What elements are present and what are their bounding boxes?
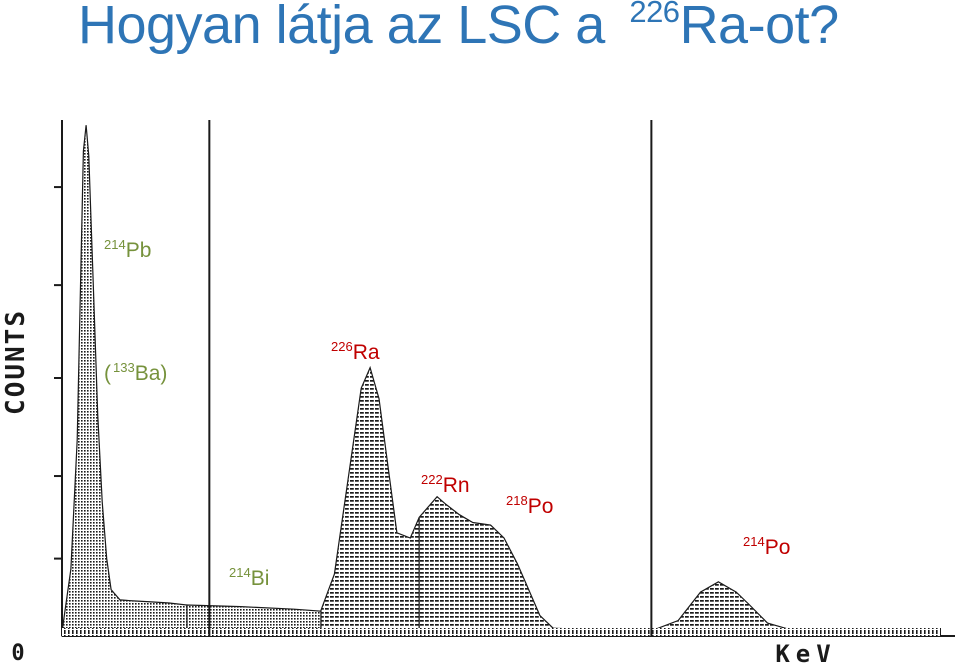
series-area-2 xyxy=(320,365,420,637)
title-main: Hogyan látja az LSC a xyxy=(78,0,620,55)
baseline-noise xyxy=(62,628,940,636)
series-area-3 xyxy=(418,495,554,637)
series-area-0 xyxy=(61,125,188,637)
title-superscript: 226 xyxy=(629,0,680,29)
label-bi214: 214Bi xyxy=(229,565,269,590)
label-ba133: (133Ba) xyxy=(104,360,167,385)
slide-title: Hogyan látja az LSC a 226Ra-ot? xyxy=(78,0,839,56)
y-origin-label: 0 xyxy=(11,641,24,665)
label-pb214: 214Pb xyxy=(104,237,151,262)
label-ra226: 226Ra xyxy=(331,339,380,364)
y-axis-title: COUNTS xyxy=(1,309,31,415)
series-area-4 xyxy=(552,581,849,637)
label-po218: 218Po xyxy=(506,493,553,518)
spectrum-fills xyxy=(61,125,940,637)
label-rn222: 222Rn xyxy=(421,472,470,497)
label-po214: 214Po xyxy=(743,534,790,559)
window-markers xyxy=(208,120,653,636)
x-axis-title: KeV xyxy=(775,640,836,665)
title-tail: Ra-ot? xyxy=(679,0,840,55)
